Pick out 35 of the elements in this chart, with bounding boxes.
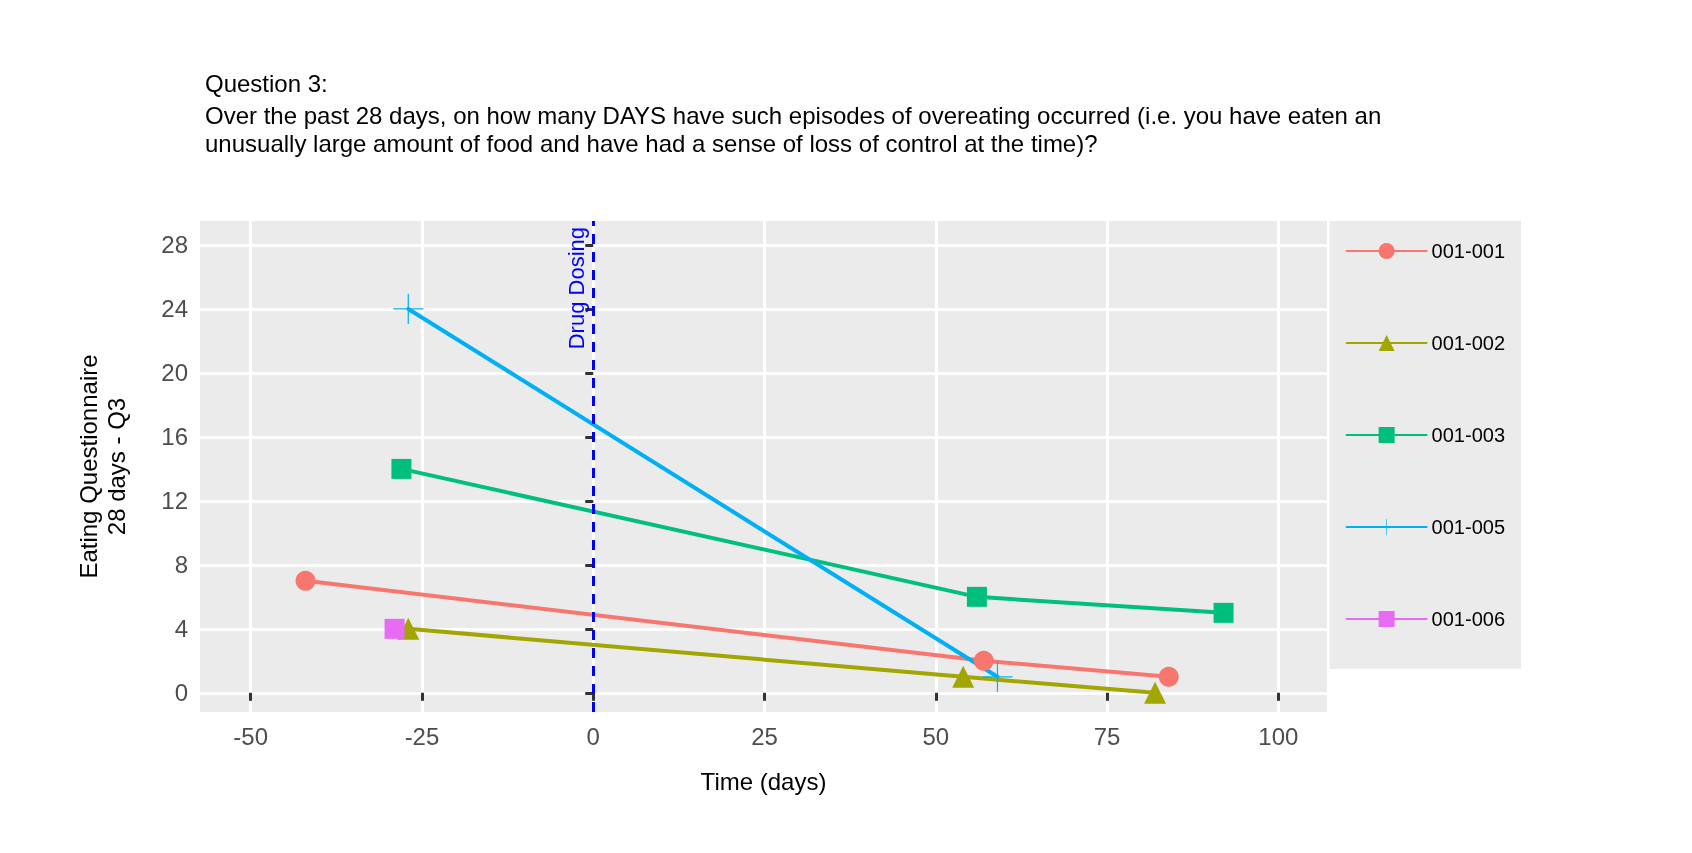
point bbox=[973, 650, 994, 671]
point bbox=[1158, 666, 1179, 687]
x-tick-label: -25 bbox=[404, 722, 440, 750]
x-tick-label: 50 bbox=[922, 722, 950, 750]
x-tick-label: 25 bbox=[751, 722, 778, 750]
y-tick-label: 28 bbox=[161, 231, 188, 259]
y-tick-label: 4 bbox=[174, 615, 188, 643]
x-axis-title: Time (days) bbox=[700, 767, 827, 795]
x-tick-label: 0 bbox=[586, 722, 600, 750]
point bbox=[952, 665, 975, 688]
point bbox=[1144, 681, 1167, 704]
legend-label: 001-005 bbox=[1431, 516, 1506, 538]
point bbox=[393, 293, 424, 324]
legend-label: 001-001 bbox=[1431, 240, 1506, 262]
point bbox=[295, 570, 316, 591]
point bbox=[384, 618, 405, 639]
legend-label: 001-002 bbox=[1431, 332, 1506, 354]
point bbox=[1213, 602, 1234, 623]
chart-subtitle: Over the past 28 days, on how many DAYS have such episodes of overeating occurred (i.e. you have eaten an unusually large amount of food and have had a sense of loss of control at the time)? bbox=[205, 101, 1388, 157]
chart-title: Question 3: bbox=[205, 69, 328, 97]
legend-label: 001-006 bbox=[1431, 608, 1506, 630]
y-tick-label: 12 bbox=[161, 487, 188, 515]
y-tick-label: 8 bbox=[174, 551, 188, 579]
y-tick-label: 24 bbox=[161, 295, 188, 323]
x-tick-label: 75 bbox=[1093, 722, 1121, 750]
y-tick-label: 0 bbox=[174, 679, 188, 707]
y-axis-title: Eating Questionnaire 28 days - Q3 bbox=[74, 354, 130, 579]
y-tick-label: 20 bbox=[161, 359, 188, 387]
x-tick-label: 100 bbox=[1258, 722, 1299, 750]
point bbox=[966, 586, 987, 607]
ref-line-label: Drug Dosing bbox=[563, 227, 589, 350]
point bbox=[391, 458, 412, 479]
legend-label: 001-003 bbox=[1431, 424, 1506, 446]
y-tick-label: 16 bbox=[161, 423, 188, 451]
x-tick-label: -50 bbox=[233, 722, 269, 750]
